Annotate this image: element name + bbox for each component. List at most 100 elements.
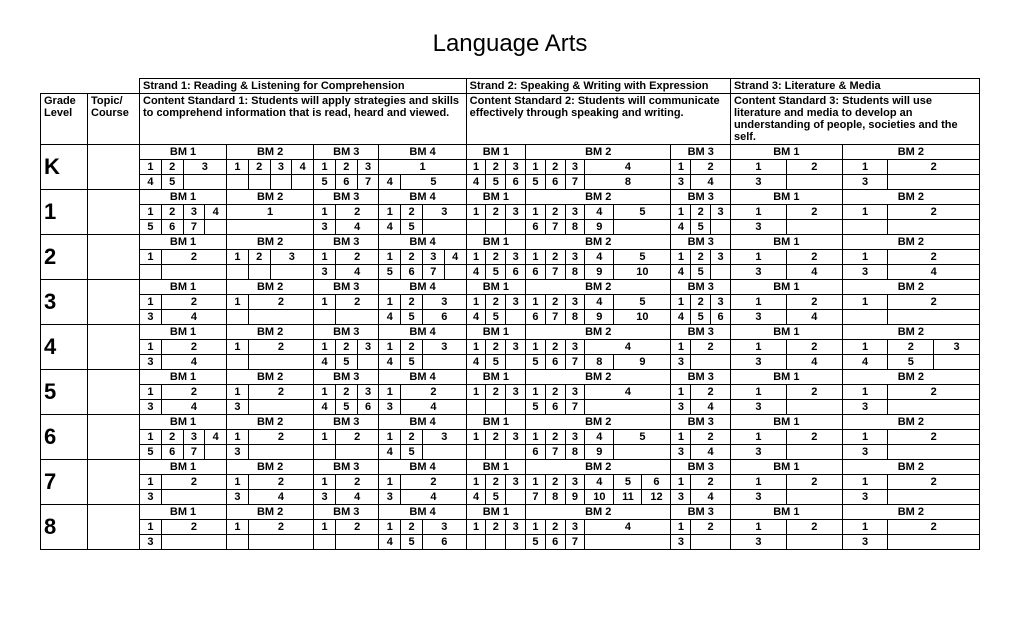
cell: 3 (671, 445, 691, 460)
cell: 4 (585, 160, 671, 175)
cell (205, 445, 227, 460)
cell: 1 (466, 385, 486, 400)
cell: 6 (545, 355, 565, 370)
cell (466, 400, 486, 415)
bm-header: BM 4 (379, 460, 466, 475)
cell: 3 (357, 160, 379, 175)
bm-header: BM 4 (379, 370, 466, 385)
cell: 6 (161, 220, 183, 235)
cell (466, 535, 486, 550)
cell: 3 (730, 535, 786, 550)
cell (786, 445, 842, 460)
bm-header: BM 2 (526, 415, 671, 430)
cell: 2 (691, 340, 731, 355)
cell: 1 (140, 385, 162, 400)
bm-header: BM 1 (140, 415, 227, 430)
cell: 5 (140, 445, 162, 460)
cell: 1 (671, 475, 691, 490)
cell: 7 (526, 490, 546, 505)
bm-header: BM 1 (730, 235, 842, 250)
cell: 6 (422, 310, 466, 325)
cell: 1 (314, 385, 336, 400)
cell: 5 (314, 175, 336, 190)
cell: 1 (227, 295, 249, 310)
bm-header: BM 3 (314, 280, 379, 295)
cell (314, 310, 336, 325)
bm-header: BM 3 (671, 415, 730, 430)
cell: 5 (486, 310, 506, 325)
cell: 5 (486, 355, 506, 370)
cell: 2 (691, 250, 711, 265)
cell: 3 (422, 205, 466, 220)
bm-header: BM 4 (379, 280, 466, 295)
cell: 1 (466, 250, 486, 265)
cell (270, 265, 314, 280)
cell: 3 (140, 310, 162, 325)
cell: 2 (888, 205, 980, 220)
cell (227, 535, 249, 550)
cell: 1 (227, 340, 249, 355)
cell: 2 (545, 160, 565, 175)
cell: 4 (161, 310, 226, 325)
cell: 4 (379, 175, 401, 190)
cell: 2 (545, 475, 565, 490)
cell: 2 (161, 340, 226, 355)
cell: 4 (691, 445, 731, 460)
bm-header: BM 2 (526, 235, 671, 250)
cell: 3 (934, 340, 980, 355)
strand3-header: Strand 3: Literature & Media (730, 79, 979, 94)
cell: 4 (314, 355, 336, 370)
topic-K (88, 145, 140, 190)
bm-header: BM 4 (379, 190, 466, 205)
cell: 5 (526, 175, 546, 190)
cell: 1 (379, 520, 401, 535)
cell: 2 (248, 250, 270, 265)
cell: 1 (671, 520, 691, 535)
cell (888, 445, 980, 460)
cell: 1 (314, 250, 336, 265)
cell: 6 (335, 175, 357, 190)
cell: 3 (506, 385, 526, 400)
cell: 2 (248, 295, 313, 310)
cell: 2 (888, 295, 980, 310)
cell: 4 (842, 355, 888, 370)
cell: 9 (585, 265, 614, 280)
cell: 6 (506, 175, 526, 190)
cell: 1 (730, 295, 786, 310)
cell: 2 (691, 385, 731, 400)
cell: 2 (161, 385, 226, 400)
cell: 2 (401, 475, 466, 490)
cell: 5 (526, 535, 546, 550)
cell: 2 (888, 385, 980, 400)
grade-K: K (41, 145, 88, 190)
cs3-header: Content Standard 3: Students will use li… (730, 94, 979, 145)
bm-header: BM 3 (671, 280, 730, 295)
cell: 4 (314, 400, 336, 415)
cell: 4 (379, 535, 401, 550)
cell: 2 (401, 520, 423, 535)
cell (888, 535, 980, 550)
cell: 3 (506, 430, 526, 445)
cell: 1 (526, 520, 546, 535)
cell: 3 (730, 265, 786, 280)
topic-8 (88, 505, 140, 550)
cell: 1 (526, 340, 546, 355)
bm-header: BM 2 (526, 370, 671, 385)
cell: 4 (379, 355, 401, 370)
cell: 1 (227, 475, 249, 490)
cell: 1 (526, 475, 546, 490)
bm-header: BM 2 (842, 505, 979, 520)
cell: 2 (888, 520, 980, 535)
cell: 8 (565, 265, 585, 280)
cell: 2 (335, 520, 379, 535)
cell: 3 (842, 490, 888, 505)
cell: 3 (140, 490, 162, 505)
cell: 2 (888, 340, 934, 355)
cell: 5 (335, 400, 357, 415)
cell: 2 (545, 205, 565, 220)
bm-header: BM 2 (526, 190, 671, 205)
cell: 1 (466, 160, 486, 175)
cell (614, 445, 671, 460)
cell: 2 (161, 160, 183, 175)
cell (888, 175, 980, 190)
